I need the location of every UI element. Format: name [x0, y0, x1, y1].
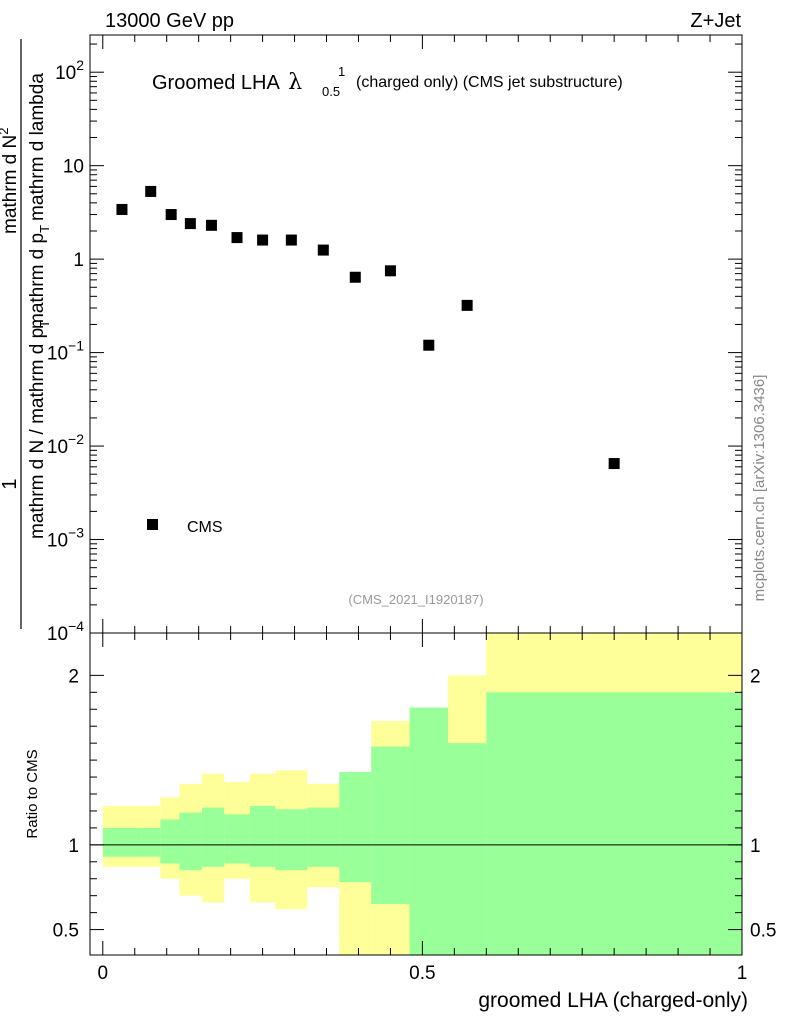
ratio-band-stat: [249, 805, 276, 867]
ratio-y-tick-label: 0.5: [53, 921, 79, 942]
ratio-band-stat: [160, 819, 180, 864]
ratio-band-stat: [447, 743, 487, 955]
ratio-y-tick-label-right: 0.5: [750, 921, 776, 942]
legend-marker-cms: [147, 519, 158, 530]
data-point-cms: [205, 219, 217, 231]
plot-title-text: Groomed LHA: [152, 72, 280, 94]
main-plot-frame: [89, 34, 743, 634]
data-point-cms: [165, 209, 177, 221]
data-point-cms: [285, 234, 297, 246]
ratio-y-tick-label: 2: [68, 666, 79, 687]
plot-title-superscript: 1: [338, 64, 345, 79]
ratio-band-stat: [307, 807, 340, 867]
y-tick-label: 10−3: [47, 525, 84, 552]
data-point-cms: [349, 271, 361, 283]
y-tick-label: 1: [73, 250, 84, 271]
ratio-band-stat: [409, 707, 448, 955]
ratio-y-axis-label: Ratio to CMS: [24, 749, 41, 838]
data-point-cms: [461, 299, 473, 311]
ratio-y-tick-label: 1: [68, 836, 79, 857]
ratio-band-stat: [102, 827, 142, 857]
ratio-band-stat: [179, 812, 202, 871]
watermark: mcplots.cern.ch [arXiv:1306.3436]: [751, 375, 768, 602]
y-tick-label: 10−4: [47, 618, 84, 645]
plot-title: Groomed LHA λ: [152, 70, 302, 95]
plot-title-subscript: 0.5: [322, 84, 340, 99]
x-tick-label: 1: [737, 963, 748, 984]
ratio-axes: 2 21 10.5 0.50 0.5 1: [53, 633, 776, 984]
x-axis-label: groomed LHA (charged-only): [478, 989, 748, 1012]
header-energy-label: 13000 GeV pp: [105, 10, 234, 32]
ratio-band-stat: [339, 771, 372, 883]
data-point-cms: [116, 203, 128, 215]
ratio-y-tick-label-right: 2: [750, 666, 761, 687]
cms-data-points: [116, 185, 620, 470]
y-label-numerator: mathrm d N2: [0, 128, 21, 234]
data-point-cms: [145, 185, 157, 197]
ratio-band-stat: [201, 807, 225, 867]
main-y-axis: 102 10 1 10−1 10−2 10−3 10−4: [47, 43, 742, 645]
main-y-axis-label: 1 mathrm d N / mathrm d pT mathrm d N2 m…: [0, 39, 52, 629]
data-point-cms: [257, 234, 269, 246]
ratio-band-stat: [486, 692, 742, 955]
y-tick-label: 102: [55, 57, 84, 84]
y-tick-label: 10−1: [47, 338, 84, 365]
data-point-cms: [423, 339, 435, 351]
x-tick-label: 0: [97, 963, 108, 984]
ratio-band-stat: [371, 746, 410, 905]
data-point-cms: [184, 218, 196, 230]
plot-title-suffix: (charged only) (CMS jet substructure): [356, 74, 623, 91]
header-process-label: Z+Jet: [690, 10, 741, 32]
data-point-cms: [231, 232, 243, 244]
x-tick-label: 0.5: [409, 963, 435, 984]
data-point-cms: [384, 265, 396, 277]
ratio-y-tick-label-right: 1: [750, 836, 761, 857]
ratio-band-stat: [275, 809, 308, 871]
main-x-ticks: [102, 35, 743, 633]
y-label-prefactor: mathrm d N / mathrm d pT: [27, 320, 52, 539]
plot-title-lambda: λ: [288, 70, 302, 95]
y-label-denominator: mathrm d pTmathrm d lambda: [27, 73, 52, 329]
ratio-band-stat: [224, 814, 250, 864]
data-point-cms: [317, 244, 329, 256]
legend-label-cms: CMS: [187, 519, 223, 536]
ratio-bands: [102, 633, 742, 955]
data-point-cms: [608, 458, 620, 470]
y-label-numerator-one: 1: [0, 478, 21, 489]
analysis-tag: (CMS_2021_I1920187): [348, 592, 483, 607]
y-tick-label: 10: [63, 157, 84, 178]
ratio-band-stat: [141, 827, 161, 857]
y-tick-label: 10−2: [47, 431, 84, 458]
